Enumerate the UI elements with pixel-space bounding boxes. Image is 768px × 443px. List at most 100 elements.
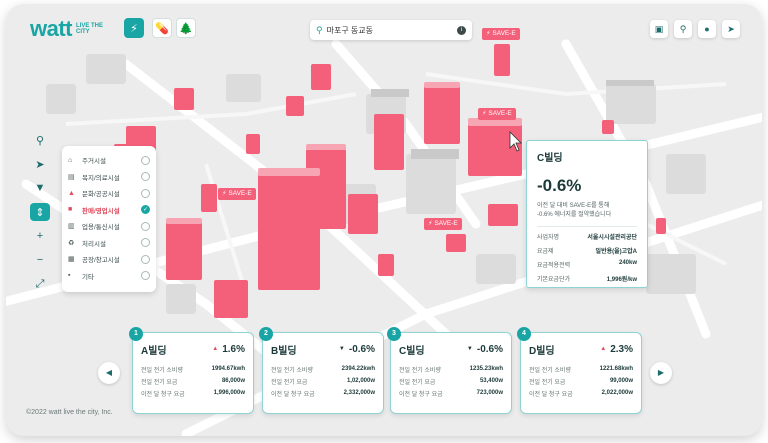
card-percent: -0.6% bbox=[476, 343, 503, 355]
location-pin-icon: ⚲ bbox=[316, 24, 323, 35]
legend-item-factory[interactable]: ▦ 공장/창고시설 bbox=[68, 251, 150, 268]
building-card[interactable]: 4 D빌딩 ▲ 2.3% 전일 전기 소비량 1221.68kwh 전일 전기 요… bbox=[517, 327, 642, 414]
filter-icon: ▼ bbox=[34, 182, 46, 194]
energy-mode-button[interactable]: ⚡ bbox=[124, 18, 144, 38]
mouse-cursor bbox=[509, 131, 522, 152]
legend-checkbox[interactable] bbox=[141, 271, 150, 281]
legend-item-treatment[interactable]: ♻ 처리시설 bbox=[68, 235, 150, 252]
user-button[interactable]: ● bbox=[698, 20, 716, 38]
legend-label: 주거시설 bbox=[82, 158, 106, 166]
building-card[interactable]: 3 C빌딩 ▼ -0.6% 전일 전기 소비량 1235.23kwh 전일 전기 … bbox=[387, 327, 512, 414]
legend-checkbox[interactable] bbox=[141, 155, 150, 165]
card-row: 전일 전기 소비량 1994.67kwh bbox=[141, 366, 245, 374]
building-icon: ▣ bbox=[654, 23, 664, 34]
legend-item-culture[interactable]: ▲ 문화/공공시설 bbox=[68, 185, 150, 202]
zoom-in-button[interactable]: + bbox=[30, 224, 50, 248]
fullscreen-button[interactable]: ⤢ bbox=[30, 272, 50, 296]
legend-label: 문화/공공시설 bbox=[82, 191, 120, 199]
search-tool-button[interactable]: ⚲ bbox=[30, 128, 50, 152]
save-e-tag[interactable]: ⚡ SAVE-E bbox=[424, 218, 462, 230]
card-title: A빌딩 bbox=[141, 345, 167, 357]
zoom-out-button[interactable]: − bbox=[30, 248, 50, 272]
legend-item-welfare[interactable]: ▤ 복지/의료시설 bbox=[68, 169, 150, 186]
location-search[interactable]: ⚲ 마포구 동교동 i bbox=[310, 20, 472, 40]
legend-label: 기타 bbox=[82, 273, 94, 281]
building-card[interactable]: 1 A빌딩 ▲ 1.6% 전일 전기 소비량 1994.67kwh 전일 전기 요… bbox=[129, 327, 254, 414]
building-button[interactable]: ▣ bbox=[650, 20, 668, 38]
save-e-tag[interactable]: ⚡ SAVE-E bbox=[482, 28, 520, 40]
card-title: B빌딩 bbox=[271, 345, 297, 357]
prev-button[interactable]: ◀ bbox=[98, 362, 120, 384]
trend-up-icon: ▲ bbox=[212, 346, 219, 352]
copyright-text: ©2022 watt live the city, Inc. bbox=[26, 409, 113, 416]
app-window: watt LIVE THE CITY ⚡ 💊 🌲 ⚲ 마포구 동교동 i ▣ ⚲… bbox=[6, 4, 762, 436]
info-row: 사업자명 서울시시설관리공단 bbox=[537, 235, 637, 241]
trend-down-icon: ▼ bbox=[338, 346, 345, 352]
filter-tool-button[interactable]: ▼ bbox=[30, 176, 50, 200]
logo-tagline: LIVE THE CITY bbox=[76, 23, 104, 35]
card-percent: 1.6% bbox=[222, 343, 245, 355]
card-row: 전일 전기 요금 53,400w bbox=[399, 378, 503, 386]
send-icon: ➤ bbox=[727, 23, 735, 34]
hospital-icon: ▤ bbox=[68, 173, 75, 181]
legend-checkbox-checked[interactable]: ✓ bbox=[141, 205, 150, 215]
legend-item-other[interactable]: ▪ 기타 bbox=[68, 268, 150, 285]
send-button[interactable]: ➤ bbox=[722, 20, 740, 38]
save-e-tag[interactable]: ⚡ SAVE-E bbox=[218, 188, 256, 200]
legend-checkbox[interactable] bbox=[141, 254, 150, 264]
legend-label: 업용/통신시설 bbox=[82, 224, 120, 232]
info-row: 요금적용전력 240kw bbox=[537, 260, 637, 269]
pill-icon: 💊 bbox=[155, 22, 169, 35]
location-button[interactable]: ⚲ bbox=[674, 20, 692, 38]
legend-checkbox[interactable] bbox=[141, 238, 150, 248]
other-icon: ▪ bbox=[68, 272, 71, 280]
card-row: 전일 전기 소비량 1221.68kwh bbox=[529, 366, 633, 374]
info-row: 요금제 일반용(을)고압A bbox=[537, 249, 637, 255]
search-location-text: 마포구 동교동 bbox=[326, 25, 373, 35]
building-type-legend: ⌂ 주거시설 ▤ 복지/의료시설 ▲ 문화/공공시설 ■ 판매/영업시설 ✓ ▥… bbox=[62, 146, 156, 292]
next-button[interactable]: ▶ bbox=[650, 362, 672, 384]
map-toolbar: ⚲ ➤ ▼ ⇕ + − ⤢ bbox=[28, 128, 52, 300]
info-row: 기본요금단가 1,996원/kw bbox=[537, 277, 637, 283]
theater-icon: ▲ bbox=[68, 189, 75, 197]
legend-checkbox[interactable] bbox=[141, 172, 150, 182]
card-row: 이전 달 청구 요금 2,332,000w bbox=[271, 390, 375, 398]
legend-label: 공장/창고시설 bbox=[82, 257, 120, 265]
antenna-icon: ▥ bbox=[68, 223, 75, 231]
card-row: 이전 달 청구 요금 723,000w bbox=[399, 390, 503, 398]
card-number-badge: 4 bbox=[517, 327, 531, 341]
cursor-tool-button[interactable]: ➤ bbox=[30, 152, 50, 176]
factory-icon: ▦ bbox=[68, 256, 75, 264]
legend-item-telecom[interactable]: ▥ 업용/통신시설 bbox=[68, 218, 150, 235]
logo-wordmark: watt bbox=[30, 16, 73, 41]
save-e-tag[interactable]: ⚡ SAVE-E bbox=[478, 108, 516, 120]
legend-item-commercial[interactable]: ■ 판매/영업시설 ✓ bbox=[68, 202, 150, 219]
card-title: C빌딩 bbox=[399, 345, 425, 357]
legend-checkbox[interactable] bbox=[141, 221, 150, 231]
card-title: D빌딩 bbox=[529, 345, 555, 357]
card-number-badge: 3 bbox=[387, 327, 401, 341]
brand-logo[interactable]: watt LIVE THE CITY bbox=[30, 16, 110, 42]
card-row: 전일 전기 소비량 1235.23kwh bbox=[399, 366, 503, 374]
card-row: 전일 전기 소비량 2394.22kwh bbox=[271, 366, 375, 374]
health-mode-button[interactable]: 💊 bbox=[152, 18, 172, 38]
pan-tool-button[interactable]: ⇕ bbox=[30, 203, 50, 221]
environment-mode-button[interactable]: 🌲 bbox=[176, 18, 196, 38]
recycle-icon: ♻ bbox=[68, 239, 75, 247]
info-icon[interactable]: i bbox=[457, 25, 466, 35]
pan-icon: ⇕ bbox=[35, 206, 45, 219]
tree-icon: 🌲 bbox=[179, 22, 193, 35]
zoom-out-icon: − bbox=[36, 254, 44, 266]
trend-up-icon: ▲ bbox=[600, 346, 607, 352]
user-icon: ● bbox=[704, 24, 710, 34]
divider bbox=[537, 226, 637, 227]
house-icon: ⌂ bbox=[68, 156, 73, 164]
building-card[interactable]: 2 B빌딩 ▼ -0.6% 전일 전기 소비량 2394.22kwh 전일 전기 … bbox=[259, 327, 384, 414]
location-pin-icon: ⚲ bbox=[679, 23, 687, 34]
legend-checkbox[interactable] bbox=[141, 188, 150, 198]
card-row: 전일 전기 요금 1,02,000w bbox=[271, 378, 375, 386]
legend-item-residential[interactable]: ⌂ 주거시설 bbox=[68, 152, 150, 169]
legend-label: 판매/영업시설 bbox=[82, 207, 120, 215]
cursor-icon: ➤ bbox=[35, 158, 45, 171]
info-building-name: C빌딩 bbox=[537, 153, 563, 164]
